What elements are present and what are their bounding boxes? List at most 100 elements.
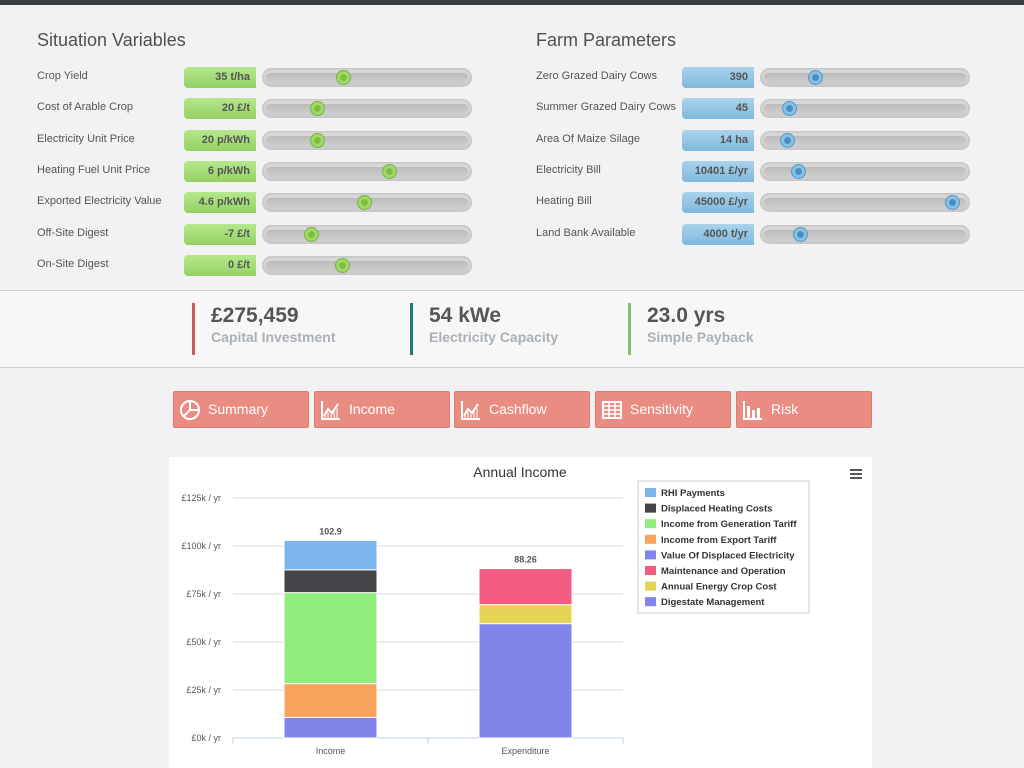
kpi-value: £275,459 bbox=[211, 304, 299, 327]
slider-value-box[interactable]: 14 ha bbox=[682, 129, 754, 151]
tab-label: Risk bbox=[771, 401, 799, 417]
slider-groove bbox=[764, 73, 966, 82]
slider-value-box[interactable]: 20 p/kWh bbox=[184, 129, 256, 151]
slider-handle[interactable] bbox=[791, 163, 807, 179]
slider-track[interactable] bbox=[262, 99, 472, 119]
y-tick-label: £125k / yr bbox=[181, 493, 221, 503]
slider-value-box[interactable]: 390 bbox=[682, 67, 754, 88]
bar-segment bbox=[283, 683, 378, 718]
pie-chart-icon bbox=[180, 400, 200, 420]
slider-row: Crop Yield 35 t/ha bbox=[37, 67, 477, 89]
slider-value-box[interactable]: 20 £/t bbox=[184, 98, 256, 120]
slider-value-box[interactable]: 0 £/t bbox=[184, 254, 256, 276]
legend-item-label: Annual Energy Crop Cost bbox=[661, 582, 777, 593]
slider-groove bbox=[764, 104, 966, 114]
slider-row: Electricity Bill 10401 £/yr bbox=[536, 160, 976, 183]
slider-track[interactable] bbox=[262, 193, 472, 213]
bar-total-label: 102.9 bbox=[319, 526, 342, 536]
slider-track[interactable] bbox=[262, 224, 472, 244]
slider-value-box[interactable]: 4000 t/yr bbox=[682, 223, 754, 245]
slider-track[interactable] bbox=[760, 68, 970, 87]
slider-groove bbox=[764, 229, 966, 239]
slider-label: Land Bank Available bbox=[536, 226, 636, 239]
legend-box bbox=[637, 480, 810, 614]
legend-swatch bbox=[645, 566, 656, 575]
slider-track[interactable] bbox=[760, 224, 970, 244]
legend-item-label: RHI Payments bbox=[661, 488, 725, 499]
slider-label: Zero Grazed Dairy Cows bbox=[536, 70, 658, 82]
legend-swatch bbox=[645, 519, 656, 529]
legend-item-label: Digestate Management bbox=[661, 597, 765, 608]
tab-cashflow[interactable]: Cashflow bbox=[454, 391, 590, 428]
situation-variables-title: Situation Variables bbox=[37, 30, 186, 50]
slider-handle[interactable] bbox=[336, 70, 352, 85]
top-bar bbox=[0, 0, 1024, 5]
slider-handle[interactable] bbox=[310, 101, 326, 117]
slider-handle[interactable] bbox=[793, 226, 809, 242]
slider-label: Summer Grazed Dairy Cows bbox=[536, 101, 676, 114]
slider-value-box[interactable]: 4.6 p/kWh bbox=[184, 192, 256, 214]
y-tick-label: £25k / yr bbox=[186, 685, 221, 695]
kpi-label: Capital Investment bbox=[211, 329, 336, 345]
slider-label: Electricity Bill bbox=[536, 163, 601, 176]
table-icon bbox=[602, 401, 622, 419]
slider-track[interactable] bbox=[760, 161, 970, 181]
farm-parameters-title: Farm Parameters bbox=[536, 30, 677, 50]
slider-handle[interactable] bbox=[781, 101, 797, 117]
tab-label: Income bbox=[349, 401, 395, 417]
kpi-value: 54 kWe bbox=[429, 304, 501, 327]
slider-track[interactable] bbox=[760, 193, 970, 213]
kpi-label: Electricity Capacity bbox=[429, 329, 559, 345]
slider-track[interactable] bbox=[262, 130, 472, 150]
legend-item-label: Maintenance and Operation bbox=[661, 566, 786, 577]
simple-payback-kpi: 23.0 yrs Simple Payback bbox=[628, 303, 754, 355]
slider-groove bbox=[266, 135, 468, 145]
slider-label: Crop Yield bbox=[37, 70, 88, 82]
tab-sensitivity[interactable]: Sensitivity bbox=[595, 391, 731, 428]
y-tick-label: £75k / yr bbox=[186, 589, 221, 599]
slider-handle[interactable] bbox=[357, 195, 373, 211]
tab-risk[interactable]: Risk bbox=[736, 391, 872, 428]
slider-handle[interactable] bbox=[310, 132, 326, 148]
tab-income[interactable]: Income bbox=[314, 391, 450, 428]
slider-handle[interactable] bbox=[304, 226, 320, 242]
slider-label: Cost of Arable Crop bbox=[37, 101, 133, 114]
chart-menu-icon[interactable] bbox=[850, 469, 862, 481]
slider-track[interactable] bbox=[262, 161, 472, 181]
slider-value-box[interactable]: -7 £/t bbox=[184, 223, 256, 245]
slider-handle[interactable] bbox=[334, 257, 350, 273]
slider-row: Electricity Unit Price 20 p/kWh bbox=[37, 129, 477, 152]
slider-groove bbox=[266, 73, 468, 82]
slider-row: Heating Bill 45000 £/yr bbox=[536, 192, 976, 214]
bar-total-label: 88.26 bbox=[514, 555, 537, 565]
slider-label: Heating Bill bbox=[536, 195, 592, 208]
slider-value-box[interactable]: 10401 £/yr bbox=[682, 160, 754, 182]
slider-groove bbox=[266, 260, 468, 270]
slider-label: Off-Site Digest bbox=[37, 226, 109, 239]
slider-track[interactable] bbox=[262, 68, 472, 87]
slider-label: Heating Fuel Unit Price bbox=[37, 163, 151, 176]
slider-value-box[interactable]: 35 t/ha bbox=[184, 67, 256, 88]
tab-summary[interactable]: Summary bbox=[173, 391, 309, 428]
line-chart-icon bbox=[321, 401, 340, 420]
slider-handle[interactable] bbox=[945, 195, 961, 211]
y-tick-label: £100k / yr bbox=[181, 541, 221, 551]
slider-label: Exported Electricity Value bbox=[37, 195, 162, 208]
slider-track[interactable] bbox=[262, 255, 472, 275]
slider-groove bbox=[266, 229, 468, 239]
line-chart-icon bbox=[461, 401, 480, 420]
slider-value-box[interactable]: 45 bbox=[682, 98, 754, 120]
legend-swatch bbox=[645, 503, 656, 513]
slider-track[interactable] bbox=[760, 99, 970, 119]
y-tick-label: £50k / yr bbox=[186, 637, 221, 647]
slider-handle[interactable] bbox=[779, 132, 795, 148]
slider-track[interactable] bbox=[760, 130, 970, 150]
tab-label: Summary bbox=[208, 401, 268, 417]
chart-canvas: Annual Income £0k / yr £25k / yr £50k / yr £… bbox=[181, 464, 810, 756]
slider-value-box[interactable]: 45000 £/yr bbox=[682, 192, 754, 214]
tab-label: Sensitivity bbox=[630, 401, 694, 417]
slider-handle[interactable] bbox=[381, 163, 397, 179]
slider-handle[interactable] bbox=[808, 70, 824, 85]
slider-groove bbox=[764, 135, 966, 145]
slider-value-box[interactable]: 6 p/kWh bbox=[184, 160, 256, 182]
